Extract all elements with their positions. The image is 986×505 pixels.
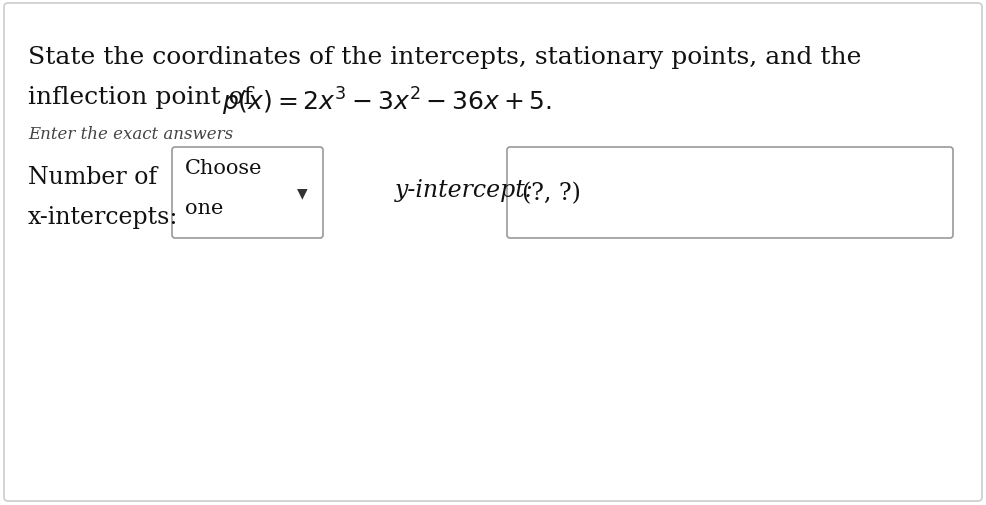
Text: State the coordinates of the intercepts, stationary points, and the: State the coordinates of the intercepts,…: [28, 46, 862, 69]
Text: (?, ?): (?, ?): [522, 182, 581, 205]
Text: x-intercepts:: x-intercepts:: [28, 206, 178, 229]
FancyBboxPatch shape: [4, 4, 982, 501]
Text: $p(x) = 2x^3 - 3x^2 - 36x + 5.$: $p(x) = 2x^3 - 3x^2 - 36x + 5.$: [222, 86, 552, 118]
Text: ▼: ▼: [297, 186, 308, 200]
Text: Enter the exact answers: Enter the exact answers: [28, 126, 233, 143]
Text: one: one: [185, 198, 224, 218]
Text: Number of: Number of: [28, 166, 157, 189]
FancyBboxPatch shape: [172, 147, 323, 238]
Text: Choose: Choose: [185, 159, 262, 178]
FancyBboxPatch shape: [507, 147, 953, 238]
Text: inflection point of: inflection point of: [28, 86, 261, 109]
Text: y-intercept:: y-intercept:: [395, 179, 533, 202]
